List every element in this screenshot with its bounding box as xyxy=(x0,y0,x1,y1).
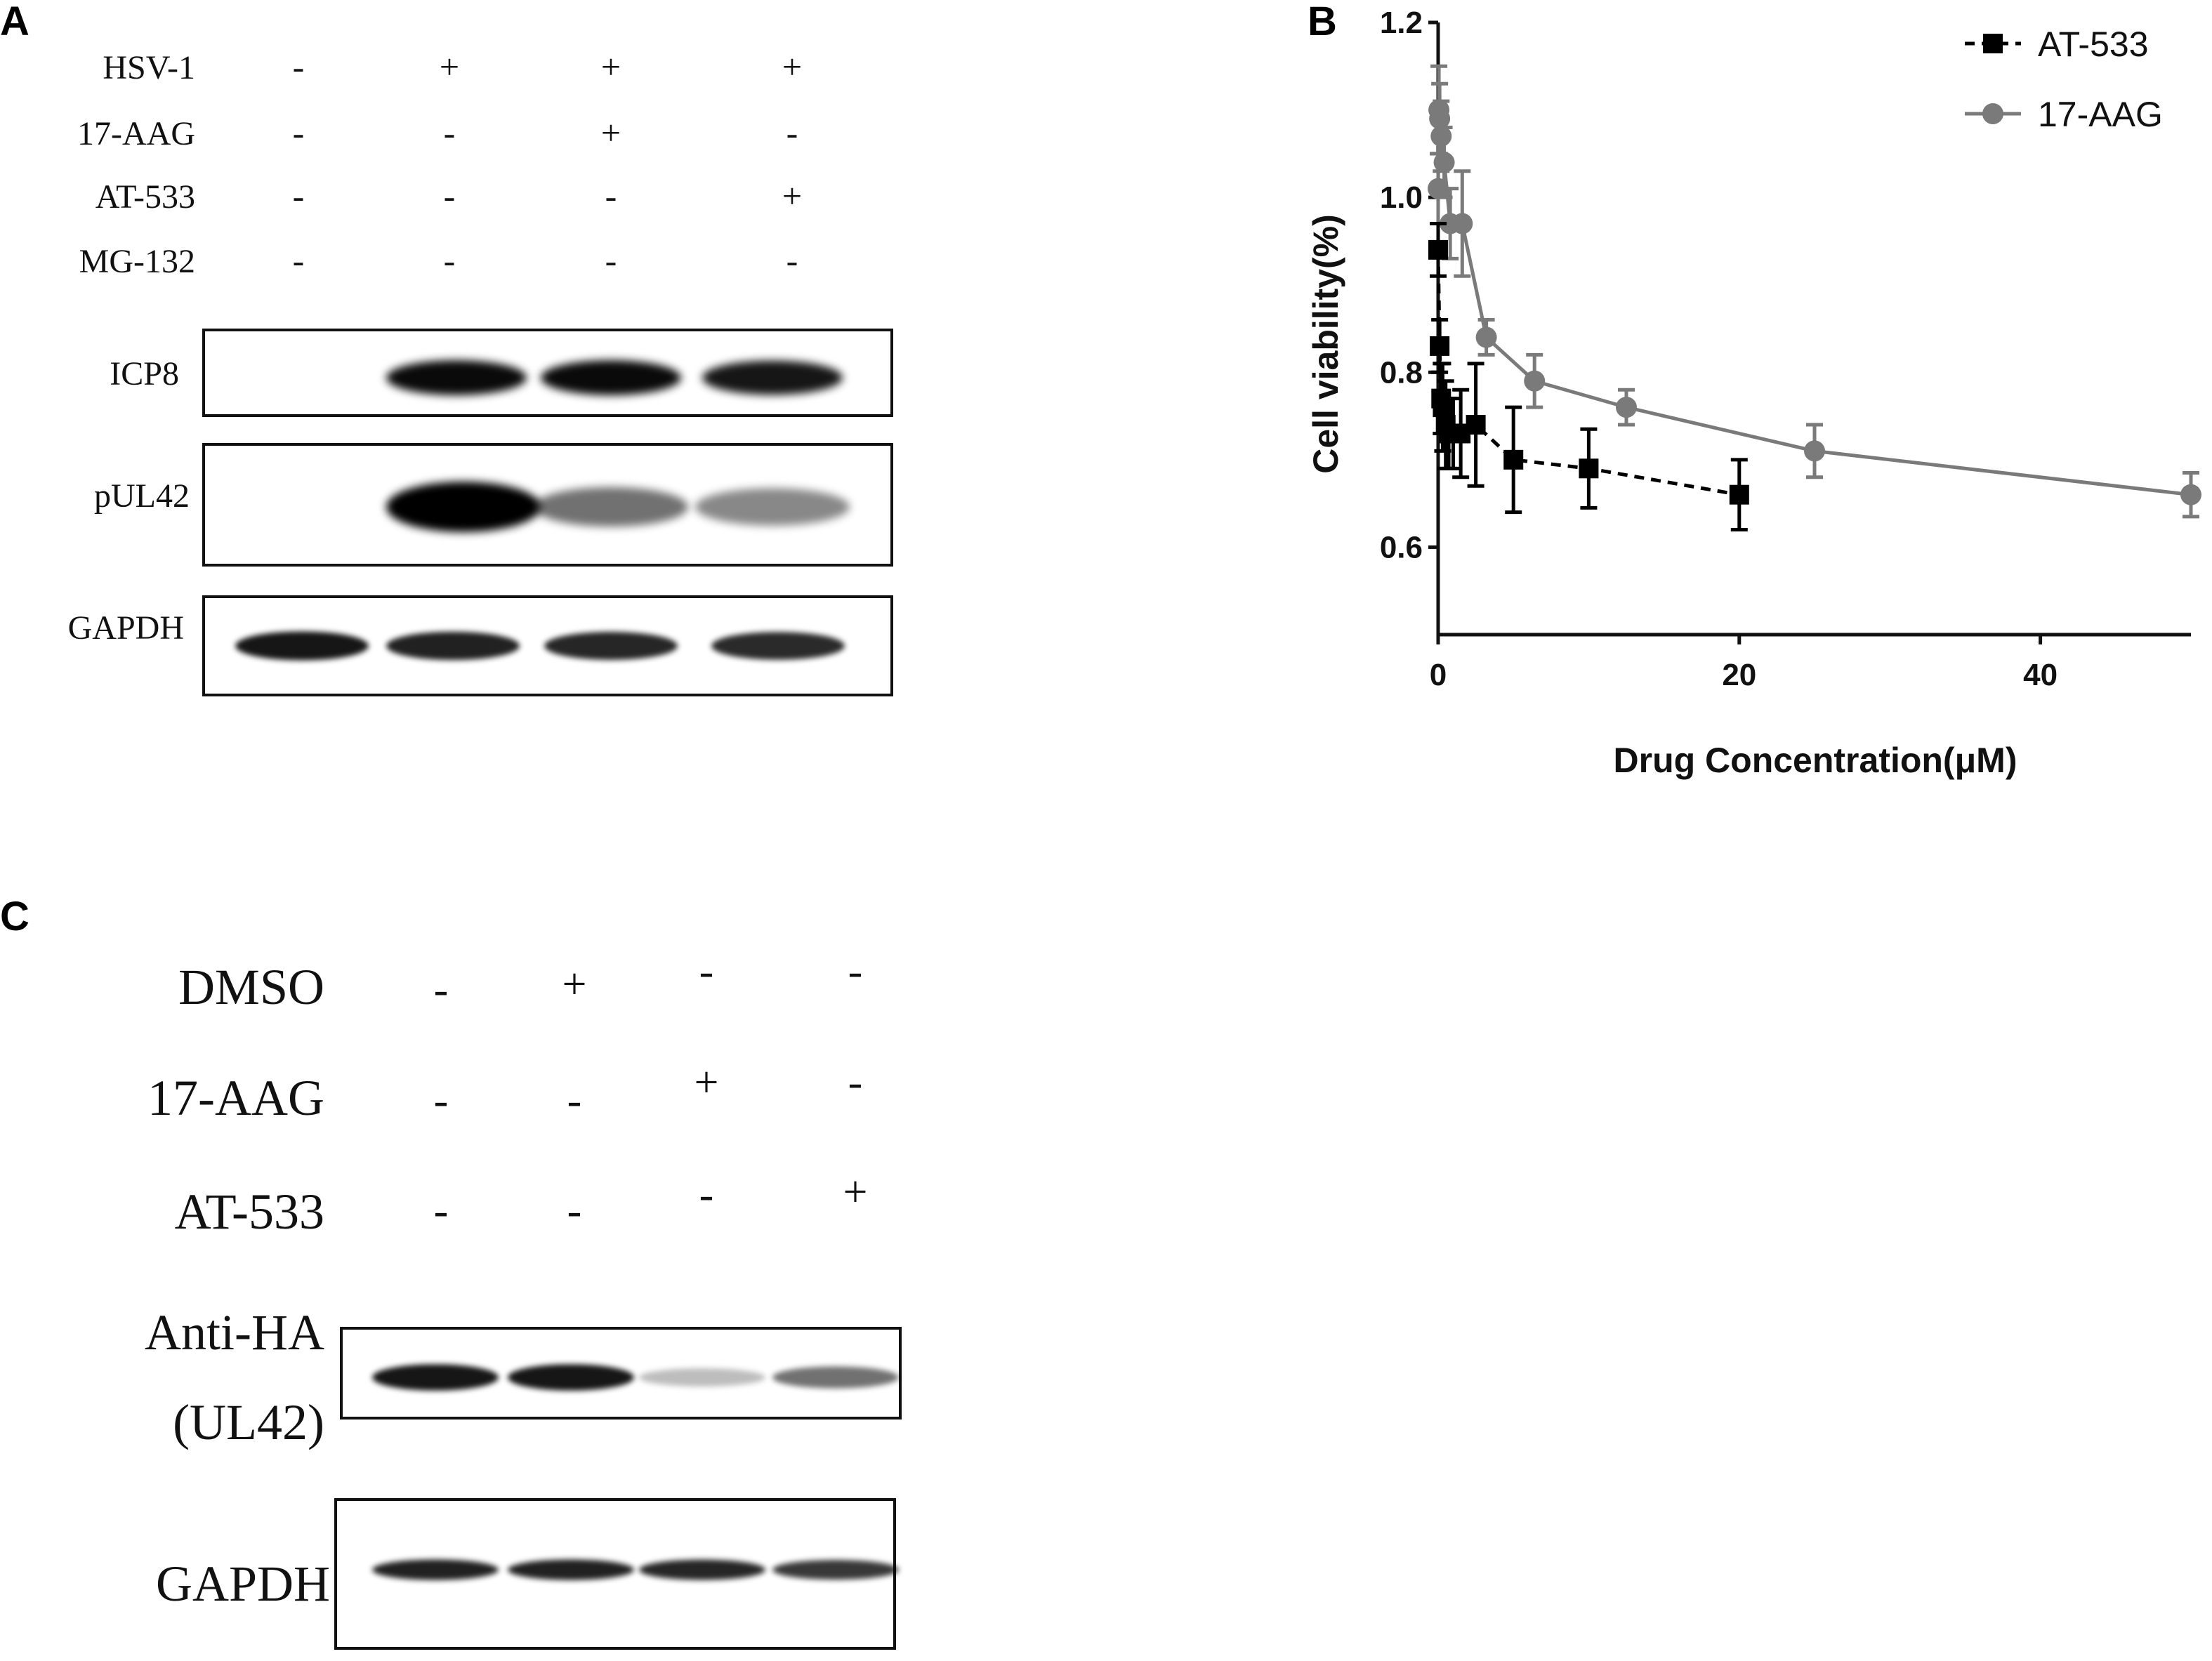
panel-c-sign: + xyxy=(694,1059,719,1106)
panel-c-blot-label: Anti-HA xyxy=(145,1304,324,1361)
panel-c: C DMSO 17-AAG AT-533 - + - - - - + - - -… xyxy=(0,894,902,1650)
blot-band xyxy=(372,1559,499,1580)
blot-band xyxy=(534,487,688,527)
panel-c-condition-label: AT-533 xyxy=(175,1184,324,1240)
data-point xyxy=(1503,449,1524,470)
panel-a-bands xyxy=(235,360,850,661)
panel-b: B 0.6 0.8 1.0 1.2 0 20 40 Cell viability(%) Dr… xyxy=(1306,0,2201,780)
y-tick-label: 1.2 xyxy=(1380,6,1423,40)
y-tick-label: 1.0 xyxy=(1380,180,1423,215)
x-tick-label: 20 xyxy=(1722,658,1756,692)
panel-a-blot-label: ICP8 xyxy=(110,355,179,392)
y-tick-label: 0.8 xyxy=(1380,355,1423,390)
panel-c-letter: C xyxy=(0,894,29,939)
panel-a: A HSV-1 17-AAG AT-533 MG-132 - + + + - -… xyxy=(0,0,893,696)
blot-band xyxy=(235,631,369,661)
panel-c-sign: - xyxy=(848,948,863,995)
panel-a-letter: A xyxy=(0,0,29,44)
panel-a-sign: - xyxy=(786,241,798,280)
panel-a-sign: - xyxy=(605,176,617,216)
legend-label-at533: AT-533 xyxy=(2038,25,2149,64)
blot-band xyxy=(541,360,681,395)
legend-label-17aag: 17-AAG xyxy=(2038,95,2163,134)
panel-a-sign: - xyxy=(605,241,617,280)
data-point xyxy=(1616,397,1637,418)
data-point xyxy=(1428,239,1448,260)
axis-ticks: 0.6 0.8 1.0 1.2 0 20 40 xyxy=(1380,6,2058,692)
blot-band xyxy=(695,488,850,526)
panel-c-sign: - xyxy=(567,1187,582,1235)
panel-c-sign: - xyxy=(567,1077,582,1125)
panel-c-sign: - xyxy=(434,1187,449,1235)
data-point xyxy=(1430,125,1452,147)
blot-band xyxy=(544,631,678,661)
panel-c-sign: - xyxy=(848,1059,863,1106)
panel-a-sign: - xyxy=(293,113,305,152)
panel-b-letter: B xyxy=(1308,0,1337,44)
viability-chart: 0.6 0.8 1.0 1.2 0 20 40 Cell viability(%) Drug… xyxy=(1306,6,2201,780)
panel-a-condition-label: MG-132 xyxy=(79,243,195,280)
blot-band xyxy=(772,1559,899,1580)
chart-series xyxy=(1428,64,2201,532)
panel-c-bands xyxy=(372,1364,899,1580)
panel-a-sign: + xyxy=(601,47,621,86)
blot-band xyxy=(386,360,527,395)
panel-a-condition-label: 17-AAG xyxy=(77,115,195,152)
panel-c-sign: - xyxy=(699,1171,714,1219)
panel-a-sign: - xyxy=(293,47,305,86)
x-tick-label: 40 xyxy=(2023,658,2058,692)
panel-c-sign: + xyxy=(562,960,587,1008)
data-point xyxy=(1804,440,1825,462)
panel-c-condition-label: 17-AAG xyxy=(147,1070,324,1126)
panel-a-sign: - xyxy=(444,113,456,152)
x-axis-title: Drug Concentration(μM) xyxy=(1614,741,2017,780)
blot-band xyxy=(372,1364,499,1391)
data-point xyxy=(2180,484,2201,505)
panel-c-sign: - xyxy=(434,1077,449,1125)
panel-a-sign: + xyxy=(601,113,621,152)
panel-c-sign: - xyxy=(699,948,714,995)
panel-a-sign: + xyxy=(782,176,802,216)
legend-circle-marker xyxy=(1982,103,2003,124)
y-axis-title: Cell viability(%) xyxy=(1306,214,1345,474)
blot-band xyxy=(702,360,843,395)
chart-legend: AT-533 17-AAG xyxy=(1965,25,2163,134)
blot-band xyxy=(711,632,845,660)
legend-square-marker xyxy=(1983,34,2003,53)
panel-a-blot-label: GAPDH xyxy=(68,609,184,647)
panel-a-sign: + xyxy=(440,47,459,86)
data-point xyxy=(1729,484,1749,505)
blot-band xyxy=(386,631,520,661)
data-point xyxy=(1466,415,1486,435)
blot-band xyxy=(508,1364,634,1391)
data-point xyxy=(1524,370,1546,392)
data-point xyxy=(1451,213,1473,234)
panel-a-blot-label: pUL42 xyxy=(94,477,190,515)
data-point xyxy=(1475,326,1497,348)
x-tick-label: 0 xyxy=(1430,658,1447,692)
blot-band xyxy=(639,1559,765,1580)
panel-a-sign: - xyxy=(293,241,305,280)
panel-a-condition-label: HSV-1 xyxy=(103,49,195,86)
panel-c-blot-label: (UL42) xyxy=(173,1394,324,1450)
panel-c-condition-label: DMSO xyxy=(178,959,324,1015)
panel-c-sign: - xyxy=(434,966,449,1014)
panel-a-sign: - xyxy=(786,113,798,152)
panel-a-sign: - xyxy=(444,241,456,280)
blot-band xyxy=(772,1366,899,1389)
panel-c-sign: + xyxy=(843,1168,868,1216)
blot-band xyxy=(508,1559,634,1580)
panel-a-condition-label: AT-533 xyxy=(96,178,195,216)
panel-a-sign: - xyxy=(293,176,305,216)
panel-c-blot-label: GAPDH xyxy=(156,1556,330,1612)
blot-band xyxy=(386,482,541,532)
y-tick-label: 0.6 xyxy=(1380,530,1423,564)
panel-a-sign: - xyxy=(444,176,456,216)
data-point xyxy=(1433,152,1455,173)
blot-band xyxy=(639,1368,765,1387)
panel-a-sign: + xyxy=(782,47,802,86)
data-point xyxy=(1430,336,1450,356)
data-point xyxy=(1579,458,1599,479)
